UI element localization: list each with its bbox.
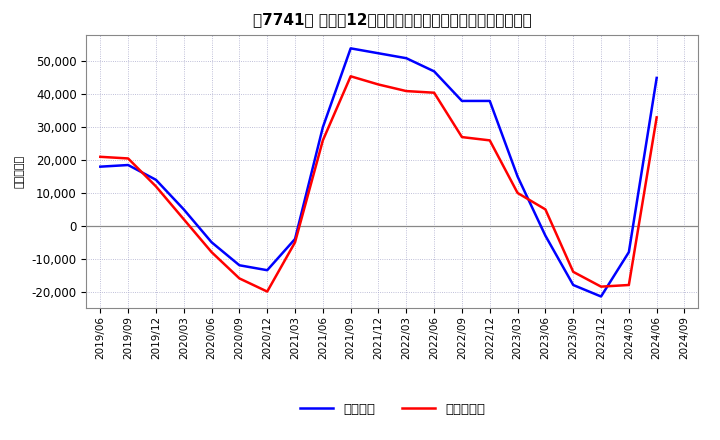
当期純利益 <box>291 240 300 245</box>
経常利益 <box>513 174 522 179</box>
当期純利益 <box>374 82 383 87</box>
当期純利益 <box>541 207 550 212</box>
経常利益 <box>96 164 104 169</box>
経常利益 <box>124 162 132 168</box>
当期純利益 <box>569 269 577 275</box>
経常利益 <box>179 207 188 212</box>
経常利益 <box>624 249 633 255</box>
当期純利益 <box>124 156 132 161</box>
経常利益 <box>152 177 161 183</box>
当期純利益 <box>235 276 243 281</box>
経常利益 <box>235 263 243 268</box>
経常利益 <box>652 75 661 81</box>
当期純利益 <box>263 289 271 294</box>
経常利益 <box>430 69 438 74</box>
当期純利益 <box>96 154 104 159</box>
当期純利益 <box>458 135 467 140</box>
経常利益 <box>374 51 383 56</box>
経常利益 <box>346 46 355 51</box>
当期純利益 <box>597 284 606 289</box>
経常利益 <box>318 125 327 130</box>
当期純利益 <box>430 90 438 95</box>
経常利益 <box>207 240 216 245</box>
経常利益 <box>597 294 606 299</box>
Line: 経常利益: 経常利益 <box>100 48 657 297</box>
経常利益 <box>402 55 410 61</box>
当期純利益 <box>402 88 410 94</box>
当期純利益 <box>207 249 216 255</box>
当期純利益 <box>624 282 633 288</box>
当期純利益 <box>513 191 522 196</box>
経常利益 <box>541 233 550 238</box>
Line: 当期純利益: 当期純利益 <box>100 76 657 292</box>
経常利益 <box>458 98 467 103</box>
経常利益 <box>569 282 577 288</box>
経常利益 <box>291 236 300 242</box>
当期純利益 <box>318 138 327 143</box>
経常利益 <box>485 98 494 103</box>
当期純利益 <box>152 184 161 189</box>
Legend: 経常利益, 当期純利益: 経常利益, 当期純利益 <box>300 403 485 416</box>
当期純利益 <box>346 73 355 79</box>
Title: ［7741］ 利益の12か月移動合計の対前年同期増減額の推移: ［7741］ 利益の12か月移動合計の対前年同期増減額の推移 <box>253 12 532 27</box>
当期純利益 <box>652 115 661 120</box>
当期純利益 <box>485 138 494 143</box>
経常利益 <box>263 268 271 273</box>
Y-axis label: （百万円）: （百万円） <box>14 155 24 188</box>
当期純利益 <box>179 216 188 222</box>
